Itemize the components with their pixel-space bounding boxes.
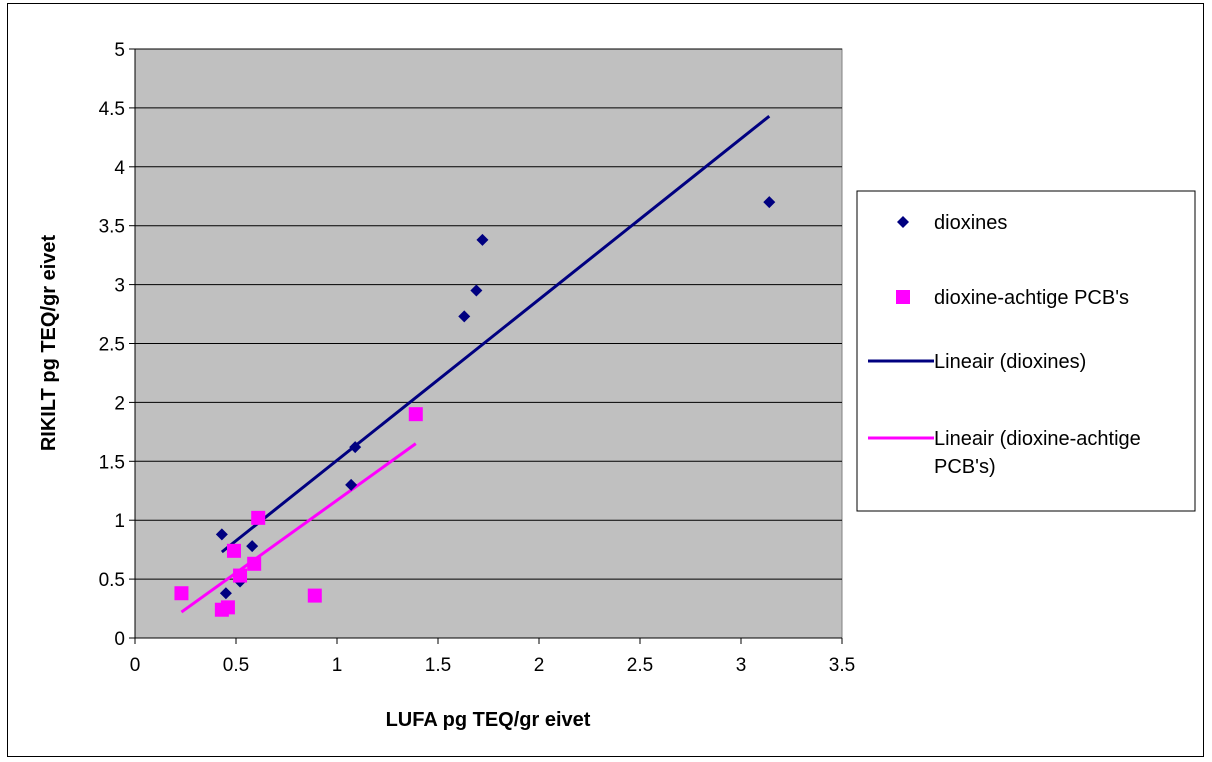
legend-label: Lineair (dioxines) bbox=[934, 351, 1086, 373]
dioxines-point bbox=[349, 441, 362, 454]
y-tick-label: 4 bbox=[114, 158, 125, 179]
x-tick-label: 1.5 bbox=[425, 655, 451, 676]
pcb-point bbox=[220, 600, 235, 615]
trendline bbox=[220, 114, 771, 554]
y-tick-label: 4.5 bbox=[99, 99, 125, 120]
pcb-point bbox=[247, 556, 262, 571]
dioxines-point bbox=[470, 284, 483, 297]
y-tick-label: 3 bbox=[114, 276, 125, 297]
legend-label: Lineair (dioxine-achtige bbox=[934, 428, 1141, 450]
x-tick-label: 1 bbox=[332, 655, 343, 676]
data-markers bbox=[174, 196, 776, 617]
legend: dioxines dioxine-achtige PCB's Lineair (di… bbox=[856, 190, 1196, 512]
legend-dioxines-marker bbox=[897, 216, 909, 228]
dioxines-point bbox=[215, 528, 228, 541]
trendline bbox=[180, 442, 417, 614]
pcb-point bbox=[226, 543, 241, 558]
y-tick-label: 0.5 bbox=[99, 570, 125, 591]
legend-label: dioxine-achtige PCB's bbox=[934, 287, 1129, 309]
pcb-point bbox=[307, 588, 322, 603]
y-axis-title: RIKILT pg TEQ/gr eivet bbox=[38, 235, 60, 452]
pcb-point bbox=[408, 407, 423, 422]
legend-label: dioxines bbox=[934, 212, 1007, 234]
x-axis-ticks: 0 0.5 1 1.5 2 2.5 3 3.5 bbox=[130, 638, 855, 676]
legend-box bbox=[856, 190, 1196, 512]
legend-pcb-marker bbox=[896, 290, 910, 304]
y-tick-label: 2.5 bbox=[99, 335, 125, 356]
dioxines-point bbox=[458, 310, 471, 323]
pcb-point bbox=[174, 586, 189, 601]
dioxines-point bbox=[246, 540, 259, 553]
y-tick-label: 3.5 bbox=[99, 217, 125, 238]
legend-label-continued: PCB's) bbox=[934, 456, 996, 478]
dioxines-point bbox=[345, 478, 358, 491]
x-tick-label: 2.5 bbox=[627, 655, 653, 676]
x-tick-label: 0 bbox=[130, 655, 141, 676]
x-tick-label: 0.5 bbox=[223, 655, 249, 676]
dioxines-point bbox=[219, 587, 232, 600]
x-tick-label: 2 bbox=[534, 655, 545, 676]
dioxines-point bbox=[476, 233, 489, 246]
trend-lines bbox=[180, 114, 771, 614]
y-tick-label: 1 bbox=[114, 511, 125, 532]
y-tick-label: 5 bbox=[114, 40, 125, 61]
y-tick-label: 1.5 bbox=[99, 452, 125, 473]
x-tick-label: 3 bbox=[736, 655, 747, 676]
y-tick-label: 2 bbox=[114, 393, 125, 414]
pcb-point bbox=[251, 510, 266, 525]
y-tick-label: 0 bbox=[114, 629, 125, 650]
pcb-point bbox=[233, 568, 248, 583]
y-axis-ticks: 0 0.5 1 1.5 2 2.5 3 3.5 4 4.5 5 bbox=[99, 40, 842, 650]
x-tick-label: 3.5 bbox=[829, 655, 855, 676]
grid-lines bbox=[135, 48, 842, 580]
x-axis-title: LUFA pg TEQ/gr eivet bbox=[386, 709, 591, 731]
dioxines-point bbox=[763, 196, 776, 209]
